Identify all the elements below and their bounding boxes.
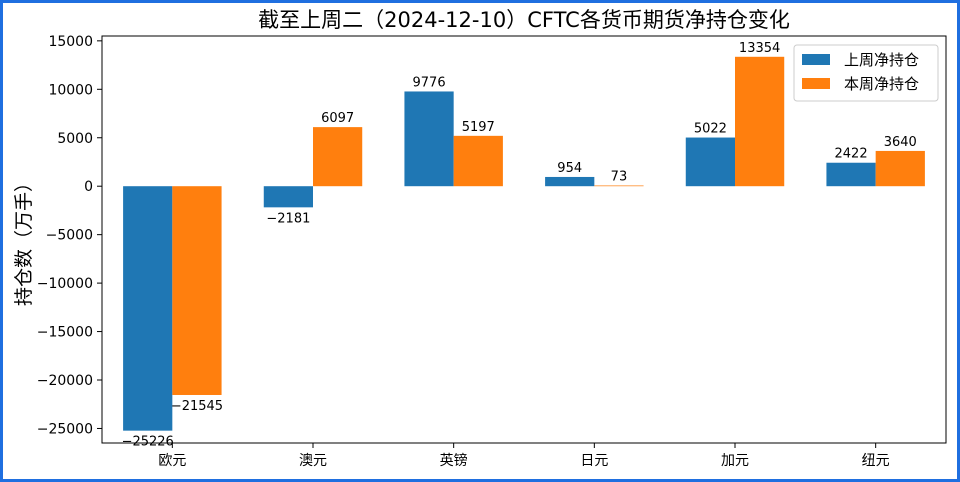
y-tick-label: −10000 (37, 276, 93, 292)
bar-this-week-0 (172, 186, 222, 395)
data-label: 6097 (321, 111, 354, 126)
x-tick-label: 英镑 (440, 452, 468, 469)
data-label: 9776 (413, 75, 446, 90)
x-tick-label: 加元 (721, 453, 749, 469)
axes-layer: 15000 10000 5000 0 −5000 −10000 −15000 −20000 −2… (37, 34, 947, 469)
data-label: 2422 (835, 147, 868, 162)
bar-this-week-5 (875, 150, 925, 187)
data-label: −2181 (266, 211, 310, 226)
data-label: 73 (611, 169, 628, 184)
bar-last-week-0 (123, 186, 173, 431)
bar-last-week-1 (263, 186, 313, 208)
data-label: 5022 (694, 122, 727, 137)
legend-label: 上周净持仓 (844, 51, 919, 69)
bar-chart: 截至上周二（2024-12-10）CFTC各货币期货净持仓变化 持仓数（万手） … (13, 8, 947, 469)
bar-last-week-5 (826, 162, 876, 187)
bar-last-week-3 (545, 176, 595, 187)
bar-last-week-2 (404, 91, 454, 187)
bar-this-week-3 (594, 185, 644, 187)
bar-last-week-4 (685, 137, 735, 187)
bar-this-week-4 (735, 56, 785, 187)
y-axis-label: 持仓数（万手） (13, 173, 35, 306)
data-label: 5197 (462, 120, 495, 135)
y-tick-label: 10000 (48, 82, 93, 98)
y-tick-label: −5000 (46, 228, 93, 244)
y-tick-label: 15000 (48, 34, 93, 50)
bar-this-week-2 (453, 135, 503, 187)
chart-title: 截至上周二（2024-12-10）CFTC各货币期货净持仓变化 (258, 8, 790, 32)
x-tick-label: 日元 (580, 453, 608, 469)
legend-label: 本周净持仓 (844, 75, 919, 93)
data-labels-layer: −25226 −2181 9776 954 5022 2422 −21545 6097 5197… (122, 41, 917, 450)
data-label: 3640 (884, 135, 917, 150)
data-label: 13354 (739, 41, 780, 56)
data-label: −21545 (171, 399, 223, 414)
x-tick-label: 纽元 (862, 453, 890, 469)
bars-layer (123, 56, 925, 431)
data-label: 954 (557, 161, 582, 176)
plot-border (101, 35, 947, 444)
y-tick-label: −20000 (37, 373, 93, 389)
legend-swatch (802, 54, 830, 65)
y-tick-label: −25000 (37, 421, 93, 437)
bar-this-week-1 (313, 127, 363, 187)
x-tick-label: 澳元 (299, 453, 327, 469)
y-tick-label: 0 (84, 179, 93, 195)
y-tick-label: 5000 (57, 131, 93, 147)
x-tick-label: 欧元 (158, 453, 186, 469)
data-label: −25226 (122, 435, 174, 450)
legend-swatch (802, 78, 830, 89)
y-tick-label: −15000 (37, 325, 93, 341)
